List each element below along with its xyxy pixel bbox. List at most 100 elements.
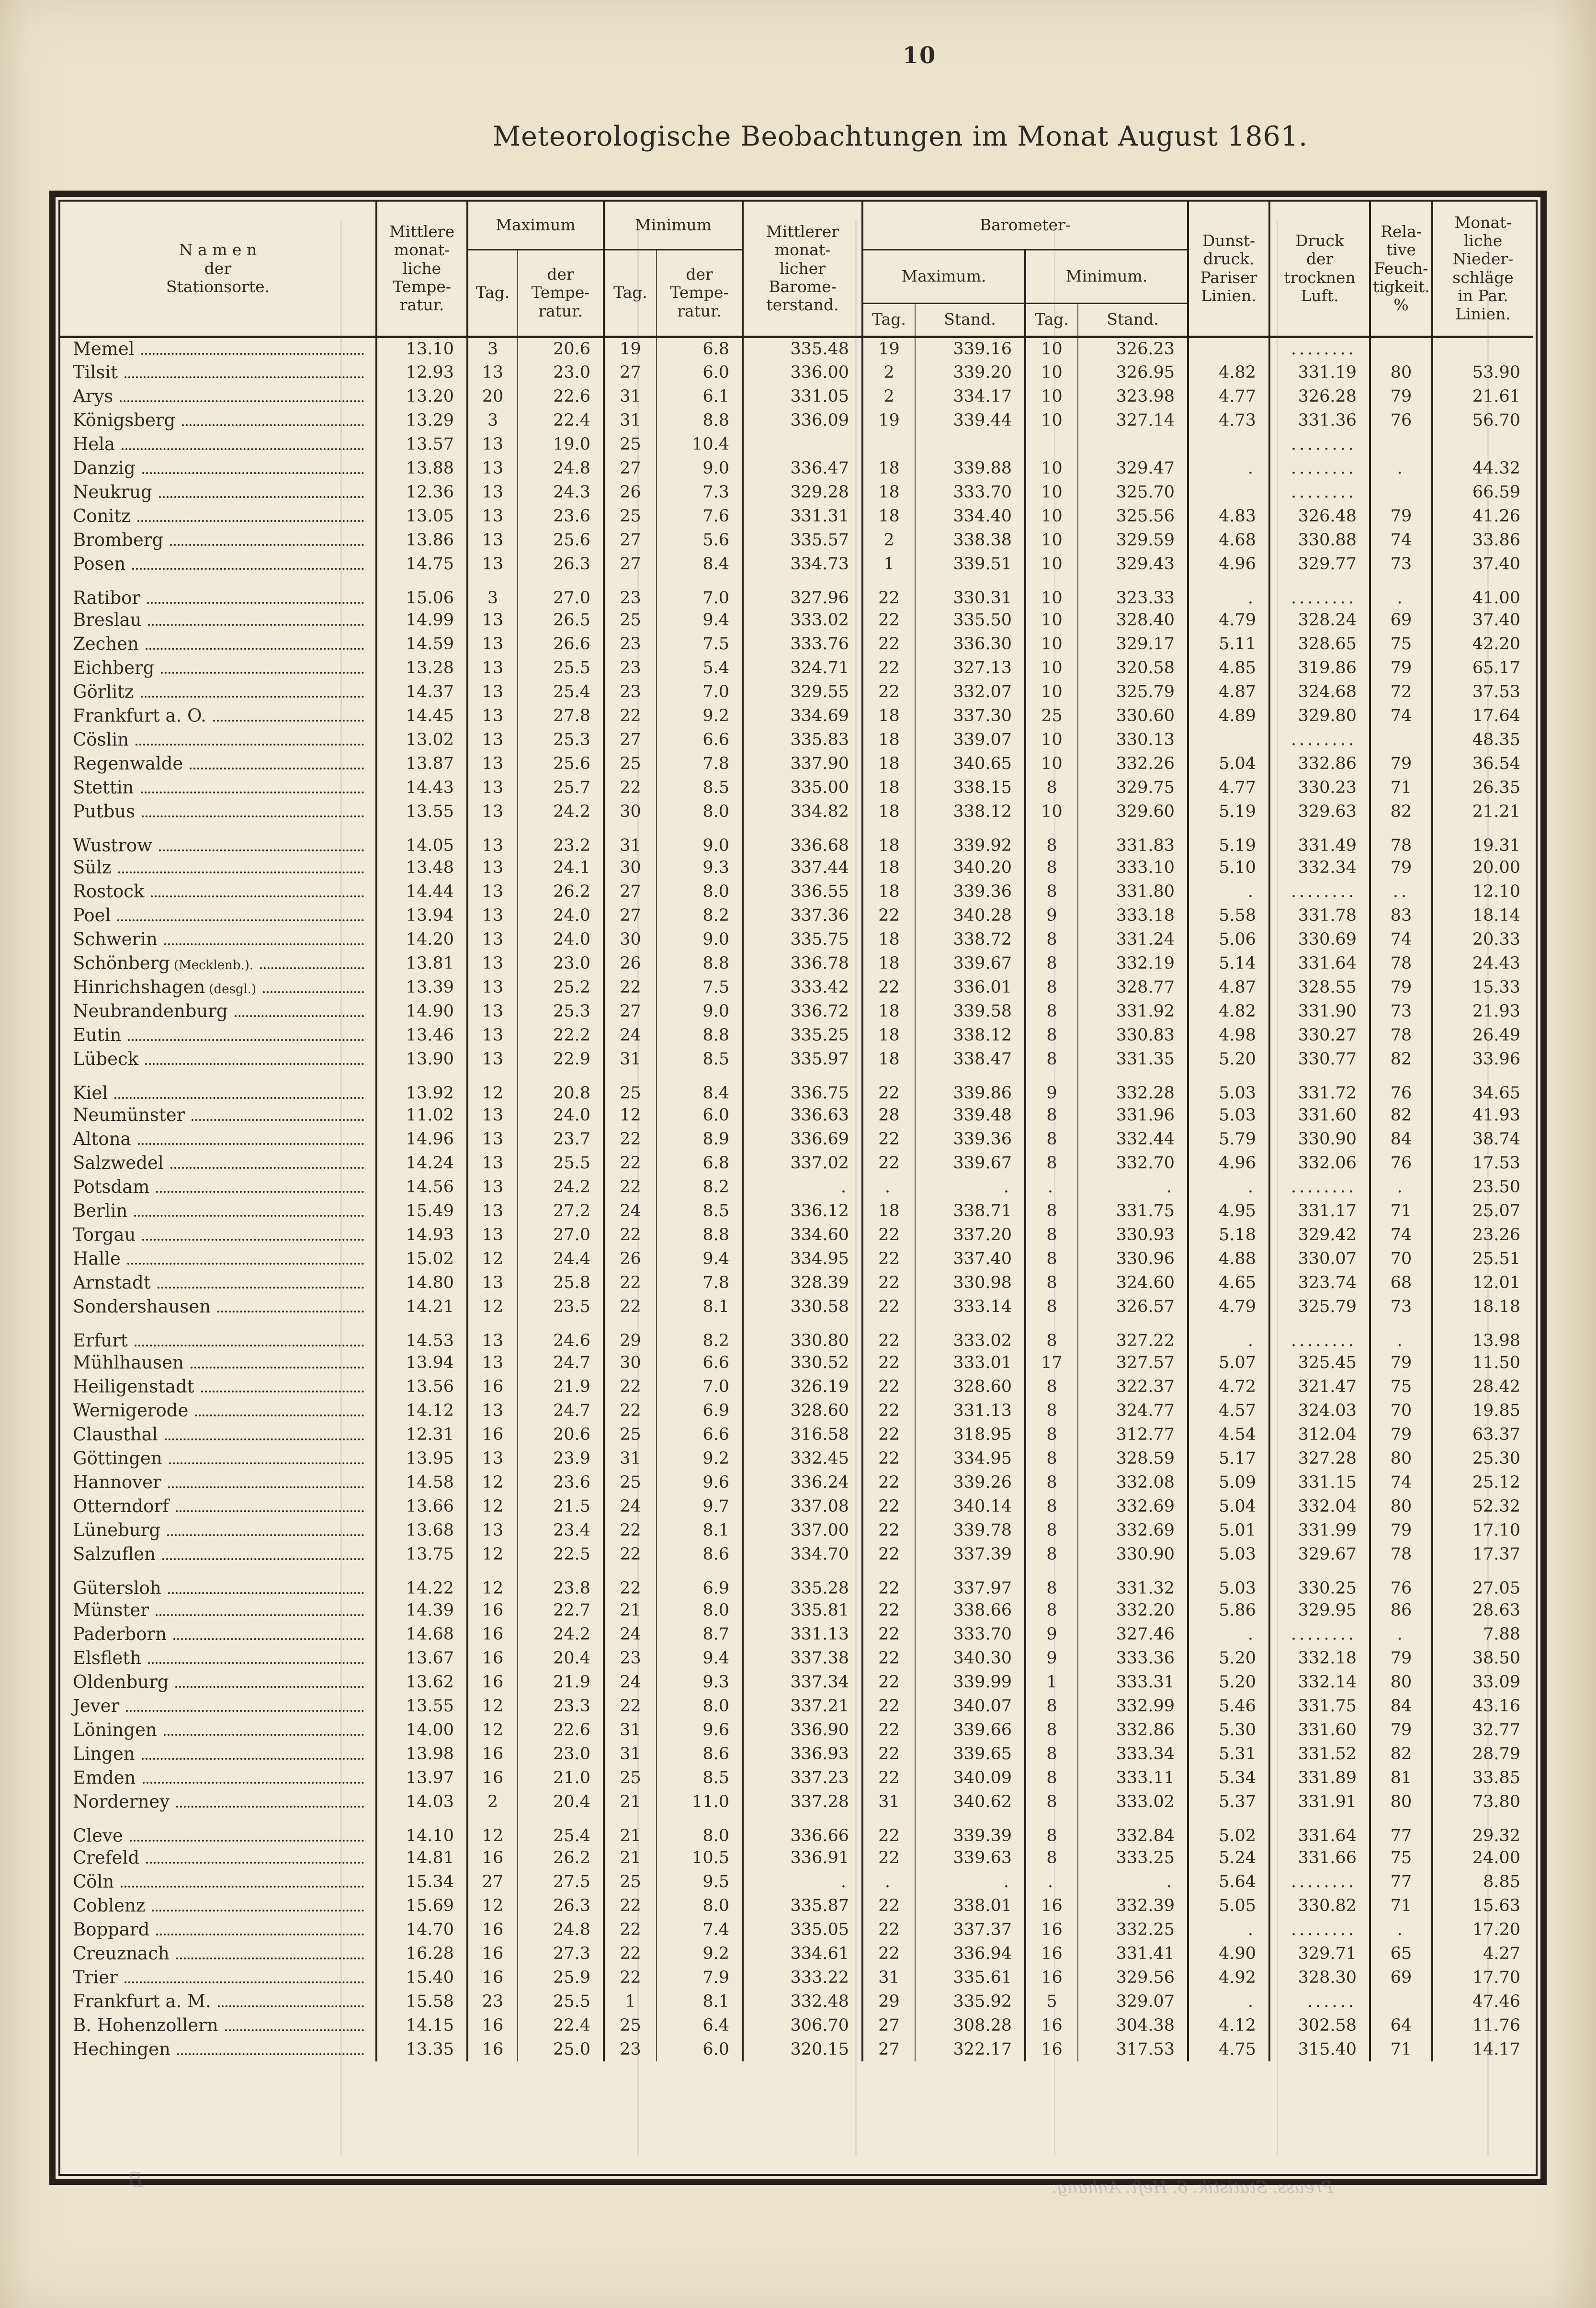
cell-max-temp: 27.5	[517, 1870, 604, 1894]
cell-mean-temp: 11.02	[375, 1103, 467, 1127]
table-row: Tilsit 12.93 13 23.0 27 6.0 336.00 2 339.20 10 326…	[60, 361, 1533, 385]
cell-baro-min-day: 8	[1024, 1223, 1078, 1247]
cell-baro-mean: 335.28	[742, 1566, 862, 1598]
cell-baro-min-day: 8	[1024, 1566, 1078, 1598]
cell-min-day: 30	[603, 856, 657, 880]
cell-humidity: 80	[1369, 1494, 1433, 1518]
cell-baro-min-day: 8	[1024, 1766, 1078, 1790]
cell-baro-mean: 331.31	[742, 504, 862, 528]
cell-vapor-pressure: 4.85	[1187, 656, 1270, 680]
cell-baro-min-day: 16	[1024, 1894, 1078, 1918]
cell-precipitation: 21.93	[1431, 999, 1533, 1023]
station-name: Tilsit	[60, 361, 376, 385]
cell-min-temp: 8.0	[656, 1694, 743, 1718]
cell-vapor-pressure: 5.02	[1187, 1814, 1270, 1846]
leader-dots	[152, 1909, 364, 1912]
cell-humidity	[1369, 1990, 1433, 2014]
cell-max-day: 12	[466, 1071, 518, 1103]
cell-min-day: 30	[603, 928, 657, 951]
cell-max-temp: 26.3	[517, 1894, 604, 1918]
cell-vapor-pressure: .	[1187, 1175, 1270, 1199]
leader-dots	[263, 991, 364, 993]
cell-min-temp: 9.0	[656, 999, 743, 1023]
cell-precipitation: 11.76	[1431, 2014, 1533, 2037]
cell-min-temp: 6.8	[656, 1151, 743, 1175]
table-row: Breslau 14.99 13 26.5 25 9.4 333.02 22 335.50 10 3…	[60, 608, 1533, 632]
cell-precipitation: 28.63	[1431, 1598, 1533, 1622]
cell-dry-air-pressure: 331.19	[1268, 361, 1370, 385]
cell-vapor-pressure: 5.03	[1187, 1071, 1270, 1103]
cell-dry-air-pressure: 330.23	[1268, 776, 1370, 800]
cell-baro-max-day: 18	[861, 728, 915, 752]
cell-dry-air-pressure: ......	[1268, 1990, 1370, 2014]
leader-dots	[260, 967, 364, 969]
leader-dots	[157, 1286, 364, 1289]
leader-dots	[156, 1190, 364, 1193]
station-name: Posen	[60, 552, 376, 576]
cell-min-day: 26	[603, 1247, 657, 1271]
cell-min-temp: 7.9	[656, 1966, 743, 1990]
cell-baro-max-day: .	[861, 1175, 915, 1199]
leader-dots	[145, 647, 364, 650]
cell-max-temp: 25.5	[517, 1151, 604, 1175]
table-row: Hannover 14.58 12 23.6 25 9.6 336.24 22 339.26 8 3…	[60, 1471, 1533, 1494]
cell-baro-max: 339.36	[915, 1127, 1025, 1151]
cell-vapor-pressure: 4.98	[1187, 1023, 1270, 1047]
cell-baro-min: .	[1077, 1175, 1189, 1199]
cell-min-temp: 8.8	[656, 1223, 743, 1247]
cell-dry-air-pressure: 332.04	[1268, 1494, 1370, 1518]
table-row: Göttingen 13.95 13 23.9 31 9.2 332.45 22 334.95 8…	[60, 1447, 1533, 1471]
cell-baro-max: 318.95	[915, 1423, 1025, 1447]
cell-precipitation: 20.00	[1431, 856, 1533, 880]
cell-baro-mean: 334.70	[742, 1542, 862, 1566]
cell-min-day: 22	[603, 975, 657, 999]
cell-mean-temp: 14.37	[375, 680, 467, 704]
cell-dry-air-pressure: 328.24	[1268, 608, 1370, 632]
cell-baro-min: 332.69	[1077, 1494, 1189, 1518]
cell-humidity: 72	[1369, 680, 1433, 704]
cell-mean-temp: 15.34	[375, 1870, 467, 1894]
cell-baro-min-day: 16	[1024, 1942, 1078, 1966]
table-row: Arnstadt 14.80 13 25.8 22 7.8 328.39 22 330.98 8 3…	[60, 1271, 1533, 1295]
cell-precipitation: 56.70	[1431, 408, 1533, 432]
cell-baro-max: .	[915, 1175, 1025, 1199]
cell-mean-temp: 14.44	[375, 880, 467, 904]
cell-mean-temp: 15.40	[375, 1966, 467, 1990]
table-row: Ratibor 15.06 3 27.0 23 7.0 327.96 22 330.31 10 32…	[60, 576, 1533, 608]
cell-baro-max: 334.17	[915, 385, 1025, 408]
leader-dots	[168, 1486, 364, 1488]
station-name: Neumünster	[60, 1103, 376, 1127]
cell-max-temp: 20.6	[517, 335, 604, 361]
cell-min-temp: 11.0	[656, 1790, 743, 1814]
cell-baro-min-day: 9	[1024, 1622, 1078, 1646]
cell-min-day: 12	[603, 1103, 657, 1127]
cell-max-day: 13	[466, 880, 518, 904]
cell-precipitation: 8.85	[1431, 1870, 1533, 1894]
station-name: Görlitz	[60, 680, 376, 704]
cell-precipitation: 11.50	[1431, 1351, 1533, 1375]
cell-dry-air-pressure: 324.68	[1268, 680, 1370, 704]
cell-baro-min: 320.58	[1077, 656, 1189, 680]
cell-min-day: 22	[603, 1175, 657, 1199]
cell-dry-air-pressure: 331.66	[1268, 1846, 1370, 1870]
bleedthrough-line	[637, 221, 639, 2155]
station-name: Crefeld	[60, 1846, 376, 1870]
cell-baro-min-day: 10	[1024, 504, 1078, 528]
cell-humidity: 79	[1369, 856, 1433, 880]
cell-baro-mean: 334.73	[742, 552, 862, 576]
cell-precipitation: 41.00	[1431, 576, 1533, 608]
cell-max-temp: 21.5	[517, 1494, 604, 1518]
cell-precipitation: 37.40	[1431, 608, 1533, 632]
cell-max-temp: 21.0	[517, 1766, 604, 1790]
leader-dots	[167, 1534, 364, 1536]
cell-precipitation: 52.32	[1431, 1494, 1533, 1518]
cell-baro-max-day: 22	[861, 608, 915, 632]
cell-precipitation: 4.27	[1431, 1942, 1533, 1966]
table-row: Emden 13.97 16 21.0 25 8.5 337.23 22 340.09 8 333.…	[60, 1766, 1533, 1790]
cell-baro-max: 338.38	[915, 528, 1025, 552]
cell-dry-air-pressure: 331.17	[1268, 1199, 1370, 1223]
leader-dots	[118, 871, 364, 873]
cell-humidity: 79	[1369, 385, 1433, 408]
table-row: Crefeld 14.81 16 26.2 21 10.5 336.91 22 339.63 8 3…	[60, 1846, 1533, 1870]
table-row: Clausthal 12.31 16 20.6 25 6.6 316.58 22 318.95 8…	[60, 1423, 1533, 1447]
